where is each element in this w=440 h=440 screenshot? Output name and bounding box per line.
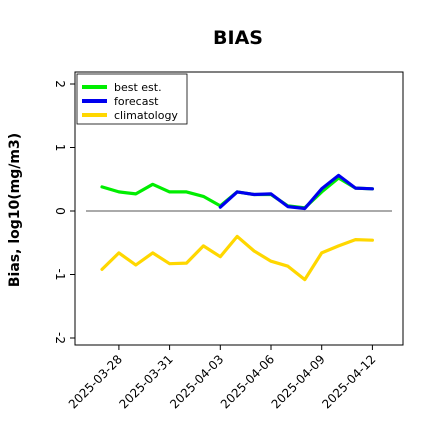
x-tick-label: 2025-04-12 bbox=[319, 352, 378, 411]
series-line-forecast bbox=[218, 173, 374, 211]
plot-frame bbox=[74, 71, 404, 346]
y-tick-label: 2 bbox=[53, 80, 67, 88]
legend: best est. forecast climatology bbox=[76, 73, 188, 125]
y-axis-label: Bias, log10(mg/m3) bbox=[7, 133, 23, 287]
y-tick-label: 1 bbox=[53, 144, 67, 152]
legend-label-forecast: forecast bbox=[114, 95, 159, 108]
series-line-climatology bbox=[100, 234, 374, 282]
y-tick-label: 0 bbox=[53, 207, 67, 215]
chart-title: BIAS bbox=[213, 27, 263, 49]
legend-label-climatology: climatology bbox=[114, 109, 178, 122]
y-tick-label: -2 bbox=[53, 332, 67, 344]
legend-label-best-est: best est. bbox=[114, 81, 162, 94]
y-tick-label: -1 bbox=[53, 269, 67, 281]
